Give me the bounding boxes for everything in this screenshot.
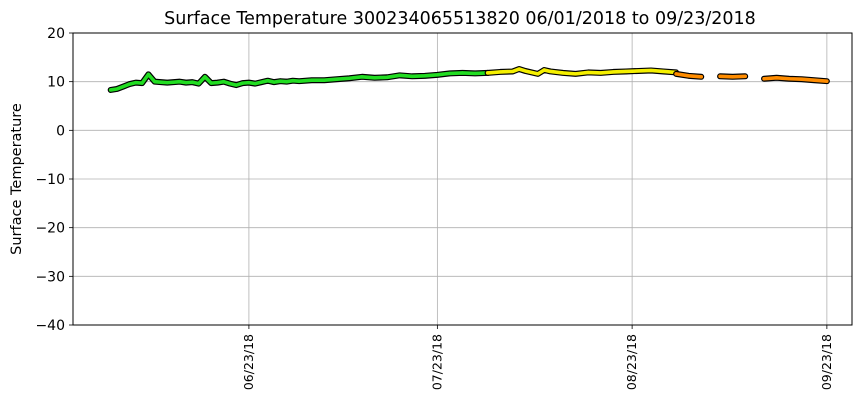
data-point [825,79,829,83]
data-point [486,71,490,75]
series-line [108,71,490,92]
data-point [121,84,125,89]
data-point [649,68,653,73]
data-point [253,82,257,86]
data-point [278,79,282,83]
data-point [310,78,314,82]
y-tick-label: 10 [47,75,65,91]
data-point [731,75,735,79]
data-point [599,71,603,75]
data-point [473,71,477,75]
data-point [247,81,251,85]
x-tick-label: 09/23/18 [819,334,834,390]
y-tick-label: 20 [47,26,65,42]
data-point [448,71,452,75]
data-point [548,69,553,74]
y-tick-label: −20 [35,221,65,237]
data-point [335,77,339,81]
x-tick-label: 07/23/18 [429,334,444,390]
data-point [241,81,245,85]
data-point [259,80,264,84]
data-point [718,74,722,78]
data-point [586,70,590,75]
x-axis-ticks: 06/23/18 07/23/18 08/23/18 09/23/18 [241,325,834,390]
y-axis-label: Surface Temperature [9,103,25,255]
data-point [134,81,138,85]
y-axis-ticks: −40 −30 −20 −10 0 10 20 [35,26,73,334]
data-point [611,70,615,74]
y-tick-label: −30 [35,269,65,285]
data-point [743,74,747,78]
data-point [197,82,201,86]
data-point [542,68,546,72]
data-point [272,80,276,84]
data-point [222,80,226,84]
data-point [209,81,213,85]
data-point [460,71,465,75]
data-point [109,88,113,92]
data-point [800,77,804,81]
data-point [184,81,188,85]
data-point [762,77,766,81]
data-point [140,81,144,85]
data-point [115,87,119,91]
data-point [347,76,352,80]
data-point [674,72,678,76]
data-point [228,82,232,86]
data-point [398,73,402,77]
data-point [360,75,364,79]
data-point [423,74,427,78]
data-point [234,83,238,87]
data-point [435,73,439,77]
data-point [297,79,301,83]
data-point [165,81,169,85]
data-point [410,74,414,78]
chart-title: Surface Temperature 300234065513820 06/0… [164,9,756,29]
data-point [775,76,779,80]
data-point [661,69,666,74]
x-tick-label: 08/23/18 [624,334,639,390]
data-point [812,78,816,82]
y-tick-label: −10 [35,172,65,188]
data-point [573,72,578,76]
data-point [636,69,641,73]
data-point [146,72,150,76]
data-point [291,79,295,83]
data-point [285,80,289,84]
data-point [687,74,691,78]
data-point [372,76,377,80]
data-point [322,78,326,82]
data-point [498,70,502,74]
data-point [127,82,132,86]
data-point [787,77,791,81]
series-line [762,75,829,83]
y-tick-label: −40 [35,318,65,334]
data-series [107,66,830,93]
data-point [536,72,540,76]
data-point [159,80,163,84]
y-tick-label: 0 [56,123,65,139]
data-point [266,79,270,83]
data-point [624,69,628,74]
data-point [215,81,220,85]
data-point [190,80,194,84]
data-point [171,80,176,84]
data-point [517,67,521,71]
data-point [153,80,157,84]
data-point [523,69,527,73]
data-point [699,75,703,79]
data-point [511,69,515,74]
data-point [561,71,565,75]
data-point [203,75,207,79]
data-point [385,75,389,79]
x-tick-label: 06/23/18 [241,334,256,390]
data-point [178,80,182,84]
